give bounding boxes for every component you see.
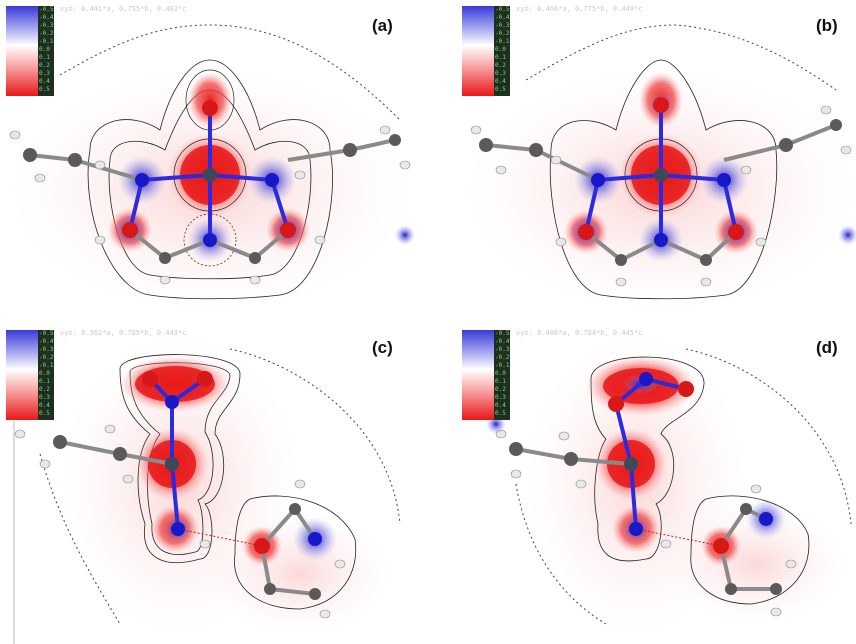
tick: 0.0	[39, 370, 50, 377]
tick: 0.2	[495, 386, 506, 393]
panel-label: (c)	[372, 338, 393, 357]
panel-label: (d)	[816, 338, 838, 357]
tick: 0.1	[39, 54, 50, 61]
tick: -0.3	[495, 22, 510, 29]
tick: -0.3	[39, 346, 54, 353]
tick: 0.2	[495, 62, 506, 69]
tick: -0.2	[39, 354, 54, 361]
tick: -0.4	[495, 14, 510, 21]
tick: 0.1	[39, 378, 50, 385]
tick: 0.5	[39, 86, 50, 93]
tick: -0.5	[39, 6, 54, 13]
tick: -0.5	[495, 6, 510, 13]
legend-ticks: -0.5 -0.4 -0.3 -0.2 -0.1 0.0 0.1 0.2 0.3…	[38, 6, 54, 96]
panel-b: -0.5 -0.4 -0.3 -0.2 -0.1 0.0 0.1 0.2 0.3…	[456, 0, 856, 316]
panel-d: -0.5 -0.4 -0.3 -0.2 -0.1 0.0 0.1 0.2 0.3…	[456, 324, 856, 644]
tick: 0.0	[495, 46, 506, 53]
panel-label: (a)	[372, 16, 393, 35]
tick: 0.4	[39, 402, 50, 409]
color-gradient	[6, 6, 38, 96]
color-gradient	[462, 6, 494, 96]
cursor-coordinates: xyz: 0.441*a, 0.755*b, 0.402*c	[60, 5, 187, 13]
tick: 0.3	[495, 394, 506, 401]
tick: -0.2	[39, 30, 54, 37]
tick: 0.4	[495, 402, 506, 409]
cursor-coordinates: xyz: 0.362*a, 0.785*b, 0.443*c	[60, 329, 187, 337]
tick: -0.1	[495, 362, 510, 369]
tick: 0.2	[39, 62, 50, 69]
tick: -0.4	[39, 14, 54, 21]
tick: -0.2	[495, 30, 510, 37]
tick: -0.1	[495, 38, 510, 45]
color-scale-legend: -0.5 -0.4 -0.3 -0.2 -0.1 0.0 0.1 0.2 0.3…	[462, 6, 510, 96]
tick: -0.4	[39, 338, 54, 345]
tick: -0.4	[495, 338, 510, 345]
tick: -0.3	[39, 22, 54, 29]
tick: 0.3	[39, 394, 50, 401]
tick: 0.1	[495, 378, 506, 385]
legend-ticks: -0.5 -0.4 -0.3 -0.2 -0.1 0.0 0.1 0.2 0.3…	[494, 330, 510, 420]
tick: 0.1	[495, 54, 506, 61]
tick: -0.2	[495, 354, 510, 361]
tick: 0.5	[39, 410, 50, 417]
tick: 0.3	[495, 70, 506, 77]
cursor-coordinates: xyz: 0.406*a, 0.784*b, 0.445*c	[516, 329, 643, 337]
tick: 0.4	[495, 78, 506, 85]
tick: 0.5	[495, 410, 506, 417]
color-scale-legend: -0.5 -0.4 -0.3 -0.2 -0.1 0.0 0.1 0.2 0.3…	[462, 330, 510, 420]
tick: -0.1	[39, 38, 54, 45]
tick: 0.2	[39, 386, 50, 393]
color-scale-legend: -0.5 -0.4 -0.3 -0.2 -0.1 0.0 0.1 0.2 0.3…	[6, 6, 54, 96]
tick: 0.4	[39, 78, 50, 85]
panel-c: -0.5 -0.4 -0.3 -0.2 -0.1 0.0 0.1 0.2 0.3…	[0, 324, 420, 644]
tick: 0.5	[495, 86, 506, 93]
color-scale-legend: -0.5 -0.4 -0.3 -0.2 -0.1 0.0 0.1 0.2 0.3…	[6, 330, 54, 420]
legend-ticks: -0.5 -0.4 -0.3 -0.2 -0.1 0.0 0.1 0.2 0.3…	[494, 6, 510, 96]
density-map-b	[466, 24, 856, 310]
density-map-a	[9, 24, 415, 310]
color-gradient	[6, 330, 38, 420]
density-map-c	[13, 334, 401, 644]
tick: -0.5	[39, 330, 54, 337]
tick: 0.3	[39, 70, 50, 77]
tick: -0.3	[495, 346, 510, 353]
tick: 0.0	[39, 46, 50, 53]
density-map-d	[486, 334, 852, 634]
panel-label: (b)	[816, 16, 838, 35]
tick: -0.1	[39, 362, 54, 369]
tick: -0.5	[495, 330, 510, 337]
cursor-coordinates: xyz: 0.466*a, 0.775*b, 0.449*c	[516, 5, 643, 13]
legend-ticks: -0.5 -0.4 -0.3 -0.2 -0.1 0.0 0.1 0.2 0.3…	[38, 330, 54, 420]
tick: 0.0	[495, 370, 506, 377]
color-gradient	[462, 330, 494, 420]
panel-a: -0.5 -0.4 -0.3 -0.2 -0.1 0.0 0.1 0.2 0.3…	[0, 0, 420, 316]
